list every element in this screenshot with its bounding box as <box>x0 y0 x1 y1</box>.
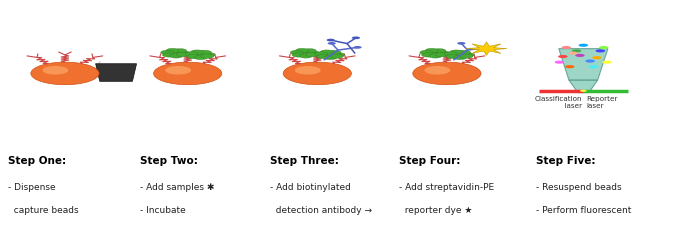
Circle shape <box>555 61 564 64</box>
Circle shape <box>453 56 466 60</box>
Circle shape <box>596 50 605 53</box>
Circle shape <box>170 55 183 59</box>
Circle shape <box>317 55 330 59</box>
Circle shape <box>307 52 320 56</box>
Text: Classification
      laser: Classification laser <box>535 96 582 109</box>
Circle shape <box>292 54 305 58</box>
Text: - Add streptavidin-PE: - Add streptavidin-PE <box>399 182 494 191</box>
Circle shape <box>165 67 191 75</box>
Circle shape <box>558 56 568 59</box>
Circle shape <box>187 55 200 59</box>
Circle shape <box>585 60 595 63</box>
Circle shape <box>174 49 187 54</box>
Text: Reporter
laser: Reporter laser <box>586 96 617 109</box>
Circle shape <box>154 63 222 85</box>
Circle shape <box>592 57 602 60</box>
Circle shape <box>328 51 341 55</box>
Circle shape <box>425 49 438 53</box>
Polygon shape <box>569 81 598 93</box>
Circle shape <box>436 53 448 57</box>
Circle shape <box>296 49 309 53</box>
Circle shape <box>42 67 68 75</box>
Circle shape <box>413 63 481 85</box>
Circle shape <box>324 56 337 60</box>
Circle shape <box>565 66 574 69</box>
Circle shape <box>331 53 345 58</box>
Circle shape <box>192 53 208 58</box>
Text: Step Two:: Step Two: <box>140 155 198 165</box>
Circle shape <box>483 47 491 49</box>
Polygon shape <box>559 49 608 81</box>
Circle shape <box>569 52 578 55</box>
Circle shape <box>422 54 435 58</box>
Circle shape <box>200 55 214 59</box>
Text: Step Three:: Step Three: <box>269 155 338 165</box>
Circle shape <box>31 63 99 85</box>
Polygon shape <box>95 64 136 82</box>
Text: - Perform fluorescent: - Perform fluorescent <box>536 205 631 214</box>
Circle shape <box>457 43 466 46</box>
Circle shape <box>461 53 474 58</box>
Text: - Add samples ✱: - Add samples ✱ <box>140 182 214 191</box>
Text: Step Five:: Step Five: <box>536 155 595 165</box>
Circle shape <box>578 44 588 48</box>
Text: - Resuspend beads: - Resuspend beads <box>536 182 622 191</box>
Circle shape <box>306 53 319 57</box>
Circle shape <box>176 53 189 57</box>
Circle shape <box>451 53 467 58</box>
Circle shape <box>445 53 457 57</box>
Circle shape <box>185 53 198 57</box>
Text: detection antibody →: detection antibody → <box>269 205 372 214</box>
Circle shape <box>177 52 191 56</box>
Circle shape <box>303 49 317 54</box>
Circle shape <box>589 66 599 69</box>
Circle shape <box>331 55 343 59</box>
Circle shape <box>571 50 581 53</box>
Circle shape <box>427 51 443 57</box>
Circle shape <box>328 43 336 46</box>
Text: - Dispense: - Dispense <box>8 182 56 191</box>
Circle shape <box>198 51 212 55</box>
Circle shape <box>290 51 303 55</box>
Circle shape <box>354 47 362 49</box>
Text: reporter dye ★: reporter dye ★ <box>399 205 473 214</box>
Circle shape <box>161 51 174 55</box>
Circle shape <box>191 51 204 55</box>
Circle shape <box>315 53 328 57</box>
Text: - Add biotinylated: - Add biotinylated <box>269 182 350 191</box>
Circle shape <box>194 56 207 60</box>
Circle shape <box>425 67 450 75</box>
Circle shape <box>460 55 473 59</box>
Circle shape <box>295 67 321 75</box>
Circle shape <box>326 40 335 42</box>
Circle shape <box>283 63 351 85</box>
Circle shape <box>420 51 433 55</box>
Text: capture beads: capture beads <box>8 205 79 214</box>
Text: Step Four:: Step Four: <box>399 155 461 165</box>
Circle shape <box>322 53 338 58</box>
Circle shape <box>202 53 215 58</box>
Circle shape <box>450 51 463 55</box>
Circle shape <box>429 55 442 59</box>
Circle shape <box>599 47 608 50</box>
Circle shape <box>575 55 585 58</box>
Circle shape <box>446 55 459 59</box>
Circle shape <box>351 37 360 40</box>
Circle shape <box>562 47 571 50</box>
Circle shape <box>162 54 175 58</box>
Circle shape <box>296 51 313 57</box>
Circle shape <box>167 51 184 57</box>
Circle shape <box>457 51 470 55</box>
Circle shape <box>436 52 450 56</box>
Circle shape <box>166 49 179 53</box>
Circle shape <box>320 51 333 55</box>
Text: - Incubate: - Incubate <box>140 205 186 214</box>
Text: Step One:: Step One: <box>8 155 66 165</box>
Circle shape <box>433 49 446 54</box>
Polygon shape <box>466 43 507 56</box>
Circle shape <box>580 90 587 93</box>
Circle shape <box>603 61 612 64</box>
Circle shape <box>299 55 313 59</box>
